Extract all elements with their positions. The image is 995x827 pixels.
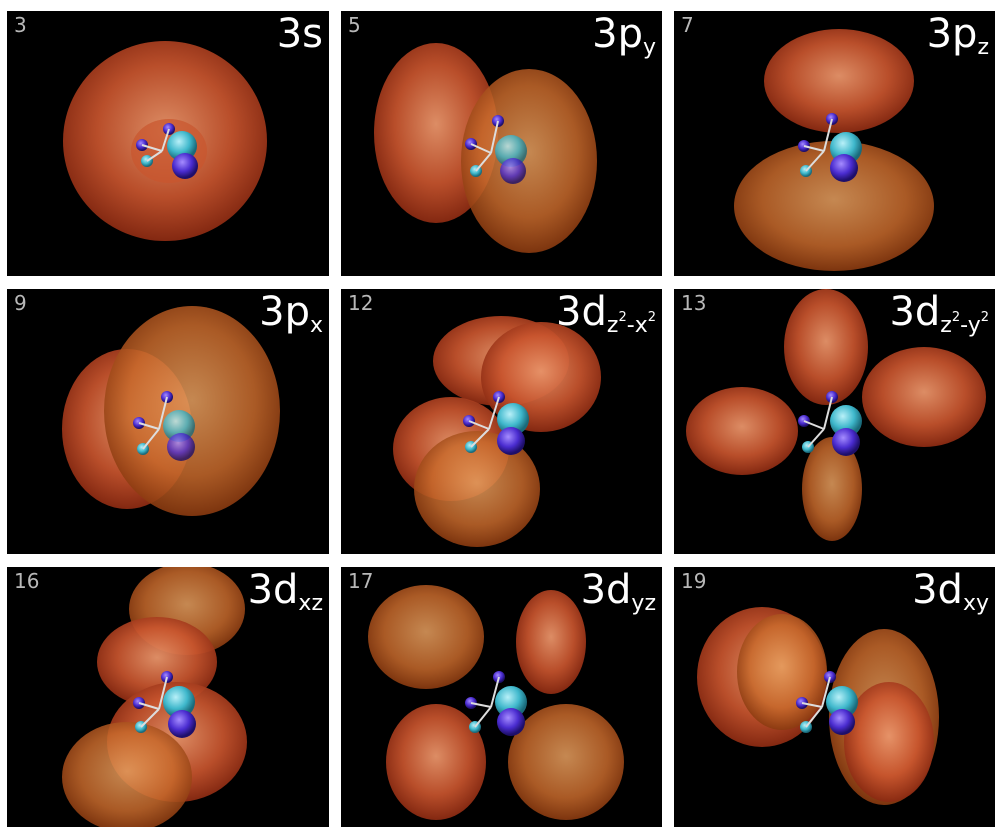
orbital-index: 16 <box>14 569 40 593</box>
orbital-index: 9 <box>14 291 27 315</box>
orbital-lobe <box>414 431 540 547</box>
panel-3dz2-x2: 12 3dz2-x2 <box>341 289 662 554</box>
molecule-model <box>465 115 527 184</box>
molecule-model <box>798 113 862 182</box>
orbital-lobe <box>686 387 798 475</box>
orbital-label: 3s <box>276 11 323 57</box>
orbital-lobe <box>764 29 914 133</box>
orbital-lobe <box>461 69 597 253</box>
panel-3dxy: 19 3dxy <box>674 567 995 827</box>
orbital-lobe <box>516 590 586 694</box>
orbital-index: 12 <box>348 291 374 315</box>
molecule-model <box>796 671 858 735</box>
orbital-3s-image <box>63 41 267 241</box>
orbital-lobe <box>104 306 280 516</box>
molecule-model <box>136 123 198 179</box>
orbital-index: 17 <box>348 569 374 593</box>
orbital-3dz2-y2-image <box>686 289 986 541</box>
orbital-lobe <box>784 289 868 405</box>
orbital-lobe <box>734 141 934 271</box>
panel-3dxz: 16 3dxz <box>7 567 329 827</box>
orbital-label: 3dyz <box>580 567 656 616</box>
orbital-3dxz-image <box>62 567 247 827</box>
orbital-label: 3dz2-y2 <box>889 289 989 338</box>
panel-3s: 3 3s <box>7 11 329 276</box>
molecule-model <box>463 391 529 455</box>
orbital-index: 7 <box>681 13 694 37</box>
orbital-3pz-image <box>734 29 934 271</box>
orbital-3dxy-image <box>697 607 939 805</box>
orbital-lobe <box>802 437 862 541</box>
panel-3dyz: 17 3dyz <box>341 567 662 827</box>
orbital-index: 3 <box>14 13 27 37</box>
orbital-label: 3dz2-x2 <box>556 289 656 338</box>
orbital-lobe <box>62 722 192 827</box>
orbital-label: 3py <box>592 11 656 60</box>
orbital-lobe <box>737 614 827 730</box>
orbital-label: 3pz <box>926 11 989 60</box>
orbital-lobe <box>862 347 986 447</box>
panel-3pz: 7 3pz <box>674 11 995 276</box>
orbital-label: 3dxy <box>912 567 989 616</box>
orbital-index: 19 <box>681 569 707 593</box>
orbital-label: 3px <box>259 289 323 338</box>
orbital-lobe <box>386 704 486 820</box>
orbital-index: 13 <box>681 291 707 315</box>
panel-3py: 5 3py <box>341 11 662 276</box>
orbital-index: 5 <box>348 13 361 37</box>
panel-3dz2-y2: 13 3dz2-y2 <box>674 289 995 554</box>
orbital-lobe <box>368 585 484 689</box>
orbital-3dz2-x2-image <box>393 316 601 547</box>
orbital-lobe <box>844 682 934 802</box>
molecule-model <box>465 671 527 736</box>
molecule-model <box>133 671 196 738</box>
orbital-3py-image <box>374 43 597 253</box>
molecule-model <box>133 391 195 461</box>
panel-3px: 9 3px <box>7 289 329 554</box>
molecule-model <box>798 391 862 456</box>
orbital-3px-image <box>62 306 280 516</box>
orbital-label: 3dxz <box>247 567 323 616</box>
orbital-lobe <box>508 704 624 820</box>
orbital-3dyz-image <box>368 585 624 820</box>
